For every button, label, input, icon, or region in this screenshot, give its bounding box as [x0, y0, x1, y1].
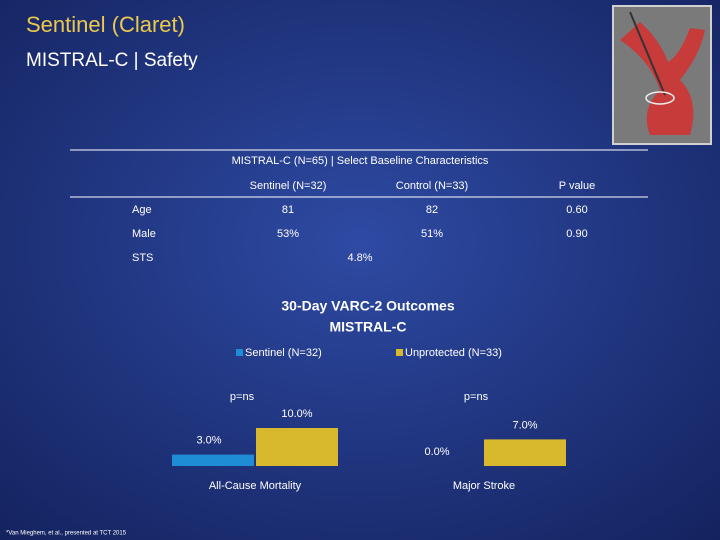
cell: 81	[282, 204, 294, 216]
slide-title: Sentinel (Claret)	[26, 12, 185, 37]
category-label: Major Stroke	[453, 480, 515, 492]
legend-label: Sentinel (N=32)	[245, 347, 322, 359]
column-header: Sentinel (N=32)	[250, 180, 327, 192]
value-label: 7.0%	[512, 419, 537, 431]
row-label: STS	[132, 252, 153, 264]
cell: 0.60	[566, 204, 587, 216]
table-caption: MISTRAL-C (N=65) | Select Baseline Chara…	[232, 155, 489, 167]
bar	[256, 428, 338, 466]
legend-label: Unprotected (N=33)	[405, 347, 502, 359]
cell: 53%	[277, 228, 299, 240]
chart-title: 30-Day VARC-2 Outcomes	[281, 298, 454, 314]
row-label: Male	[132, 228, 156, 240]
bar	[484, 439, 566, 466]
cell: 51%	[421, 228, 443, 240]
annotation: p=ns	[230, 391, 255, 403]
legend-swatch	[396, 349, 403, 356]
value-label: 0.0%	[424, 446, 449, 458]
column-header: P value	[559, 180, 596, 192]
legend-swatch	[236, 349, 243, 356]
bar	[172, 454, 254, 466]
row-label: Age	[132, 204, 152, 216]
slide-subtitle: MISTRAL-C | Safety	[26, 50, 198, 71]
device-image	[612, 5, 712, 145]
cell: 0.90	[566, 228, 587, 240]
column-header: Control (N=33)	[396, 180, 468, 192]
category-label: All-Cause Mortality	[209, 480, 302, 492]
cell: 82	[426, 204, 438, 216]
footnote: *Van Mieghem, et al., presented at TCT 2…	[6, 531, 127, 537]
value-label: 3.0%	[196, 435, 221, 447]
cell: 4.8%	[347, 252, 372, 264]
chart-subtitle: MISTRAL-C	[330, 319, 407, 335]
annotation: p=ns	[464, 391, 489, 403]
value-label: 10.0%	[281, 408, 312, 420]
